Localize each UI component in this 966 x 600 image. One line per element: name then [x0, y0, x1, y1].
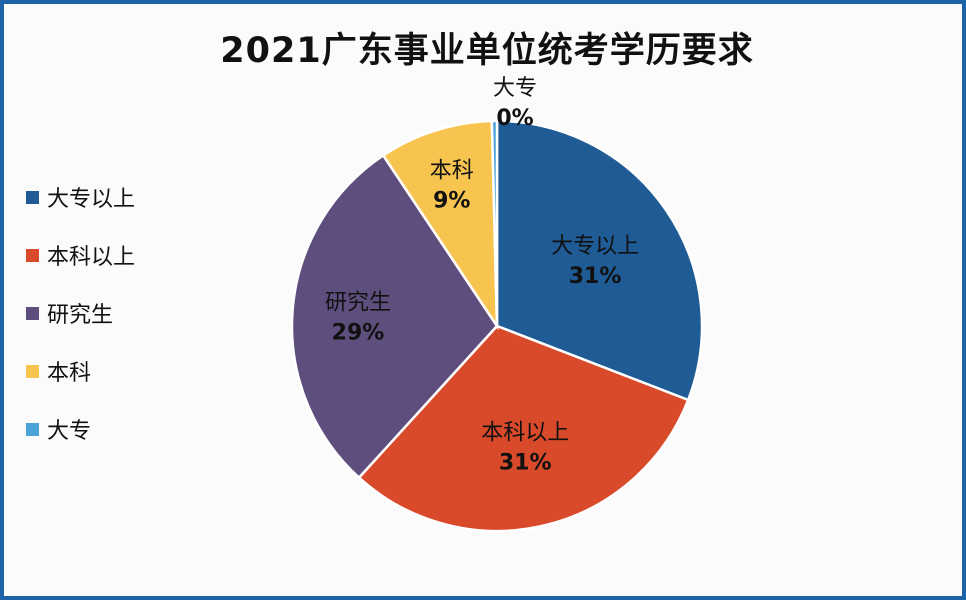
pie-chart: 大专以上 31% 本科以上 31% 研究生 29% 本科 9% 大专 0% — [290, 76, 704, 533]
legend-item-benke-yishang: 本科以上 — [26, 238, 135, 272]
legend-item-dazhuan: 大专 — [26, 412, 135, 446]
pie-slice — [357, 324, 690, 533]
legend-label: 研究生 — [47, 303, 114, 328]
legend-swatch — [26, 190, 39, 204]
slice-percent-label: 29% — [332, 321, 385, 346]
legend: 大专以上 本科以上 研究生 本科 大专 — [26, 180, 135, 470]
slice-percent-label: 31% — [499, 451, 552, 476]
legend-label: 本科以上 — [47, 245, 136, 270]
legend-label: 大专以上 — [47, 187, 136, 212]
legend-swatch — [26, 422, 39, 436]
slice-percent-label: 31% — [569, 264, 622, 289]
legend-item-benke: 本科 — [26, 354, 135, 388]
slice-category-label: 本科 — [430, 158, 474, 183]
legend-label: 本科 — [47, 361, 92, 386]
slice-category-label: 大专 — [493, 76, 537, 101]
legend-swatch — [26, 306, 39, 320]
legend-swatch — [26, 364, 39, 378]
slice-category-label: 大专以上 — [551, 234, 639, 259]
pie-slice — [381, 119, 499, 331]
legend-label: 大专 — [47, 419, 92, 444]
pie-slice — [490, 119, 499, 327]
slice-category-label: 研究生 — [325, 291, 391, 316]
legend-item-yanjiusheng: 研究生 — [26, 296, 135, 330]
slice-category-label: 本科以上 — [481, 421, 569, 446]
slice-percent-label: 9% — [433, 188, 470, 213]
pie-slice — [290, 153, 499, 480]
legend-swatch — [26, 248, 39, 262]
pie-slice — [495, 119, 704, 402]
chart-title: 2021广东事业单位统考学历要求 — [220, 31, 754, 71]
slice-percent-label: 0% — [496, 106, 533, 131]
legend-item-dazhuan-yishang: 大专以上 — [26, 180, 135, 214]
